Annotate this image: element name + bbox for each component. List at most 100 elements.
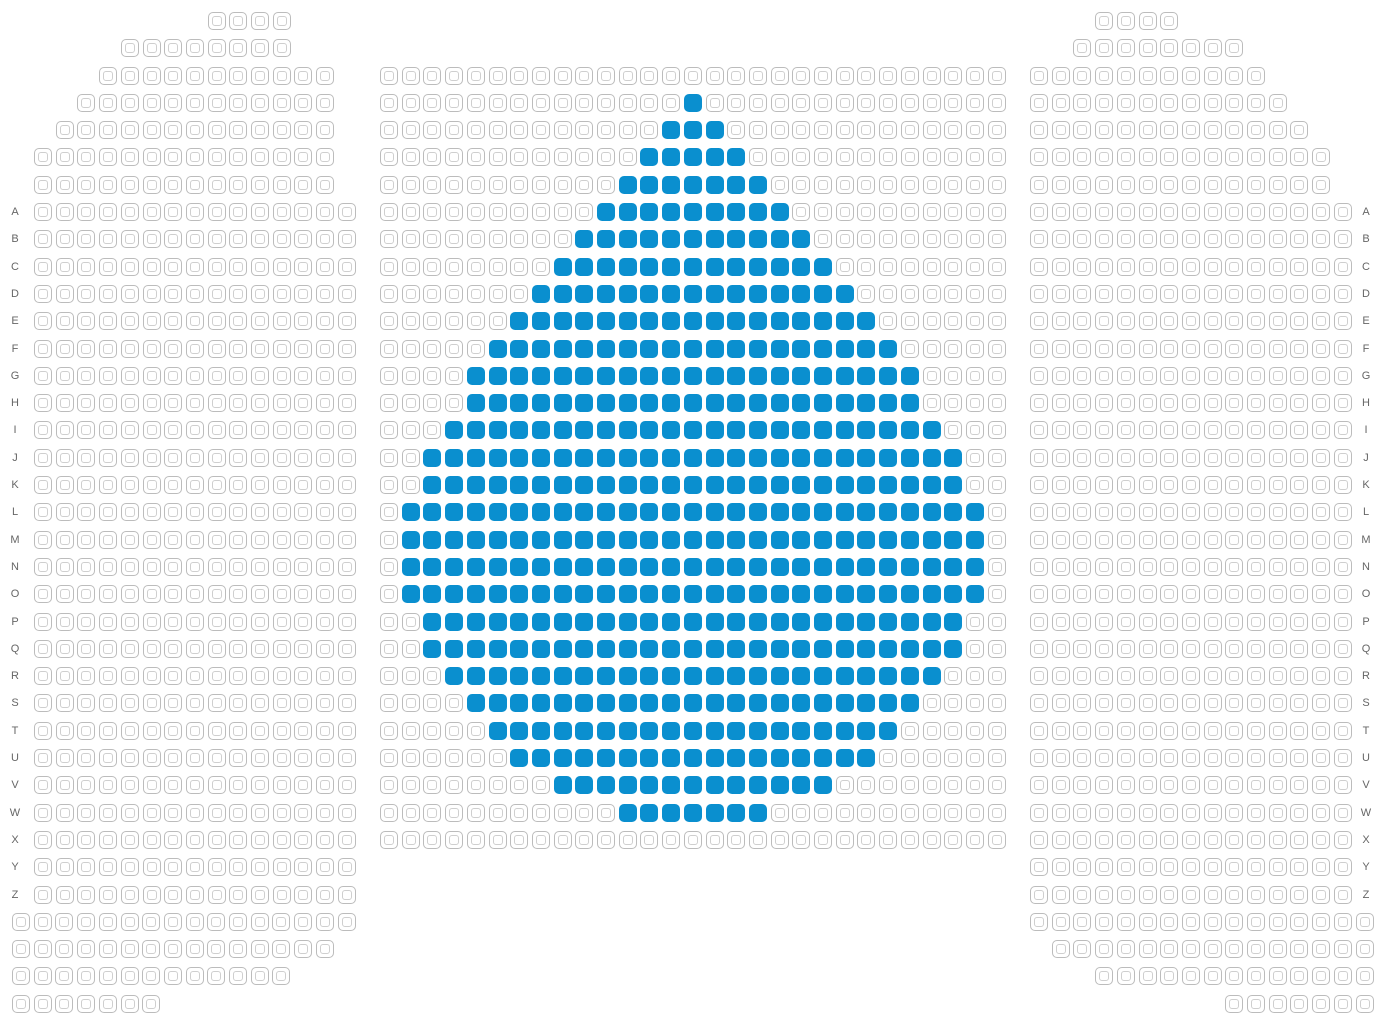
seat[interactable] (1247, 66, 1265, 85)
seat-selected[interactable] (857, 749, 876, 767)
seat[interactable] (120, 803, 139, 822)
seat[interactable] (1268, 721, 1287, 740)
seat[interactable] (1095, 749, 1114, 767)
seat[interactable] (55, 912, 74, 931)
seat[interactable] (251, 803, 269, 822)
seat[interactable] (380, 203, 398, 221)
seat[interactable] (1095, 694, 1114, 713)
seat[interactable] (1290, 694, 1309, 713)
seat[interactable] (466, 339, 485, 358)
seat[interactable] (77, 721, 96, 740)
seat[interactable] (1095, 912, 1114, 931)
seat[interactable] (99, 448, 118, 467)
seat[interactable] (835, 66, 854, 85)
seat[interactable] (207, 940, 226, 959)
seat[interactable] (229, 312, 248, 331)
seat[interactable] (1225, 175, 1244, 194)
seat[interactable] (727, 830, 746, 849)
seat[interactable] (1247, 803, 1265, 822)
seat-selected[interactable] (553, 639, 572, 658)
seat[interactable] (1333, 421, 1352, 440)
seat[interactable] (531, 175, 550, 194)
seat[interactable] (1203, 230, 1222, 249)
seat[interactable] (423, 776, 442, 795)
seat-selected[interactable] (792, 776, 811, 795)
seat-selected[interactable] (683, 148, 702, 167)
seat[interactable] (879, 284, 898, 303)
seat[interactable] (1095, 312, 1114, 331)
seat-selected[interactable] (423, 612, 442, 631)
seat[interactable] (1181, 476, 1200, 494)
seat-selected[interactable] (531, 612, 550, 631)
seat-selected[interactable] (857, 721, 876, 740)
seat[interactable] (445, 148, 464, 167)
seat[interactable] (857, 148, 876, 167)
seat[interactable] (77, 667, 96, 686)
seat[interactable] (1268, 257, 1287, 276)
seat-selected[interactable] (965, 530, 984, 549)
seat-selected[interactable] (553, 312, 572, 331)
seat-selected[interactable] (597, 394, 615, 413)
seat[interactable] (1051, 503, 1070, 522)
seat[interactable] (727, 121, 746, 140)
seat[interactable] (1095, 11, 1114, 30)
seat[interactable] (33, 994, 52, 1013)
seat[interactable] (618, 121, 637, 140)
seat[interactable] (1247, 530, 1265, 549)
seat[interactable] (294, 776, 313, 795)
seat[interactable] (12, 994, 30, 1013)
seat[interactable] (337, 476, 356, 494)
seat-selected[interactable] (618, 339, 637, 358)
seat[interactable] (1290, 148, 1309, 167)
seat[interactable] (77, 257, 96, 276)
seat[interactable] (401, 803, 420, 822)
seat-selected[interactable] (401, 585, 420, 604)
seat[interactable] (1138, 858, 1157, 877)
seat[interactable] (1138, 694, 1157, 713)
seat[interactable] (618, 66, 637, 85)
seat[interactable] (120, 339, 139, 358)
seat[interactable] (900, 66, 919, 85)
seat[interactable] (294, 284, 313, 303)
seat-selected[interactable] (748, 721, 767, 740)
seat[interactable] (380, 448, 398, 467)
seat[interactable] (55, 394, 74, 413)
seat-selected[interactable] (553, 476, 572, 494)
seat-selected[interactable] (662, 749, 681, 767)
seat[interactable] (1138, 612, 1157, 631)
seat-selected[interactable] (770, 339, 789, 358)
seat[interactable] (1333, 530, 1352, 549)
seat[interactable] (229, 121, 248, 140)
seat[interactable] (1181, 366, 1200, 385)
seat-selected[interactable] (575, 257, 594, 276)
seat[interactable] (1333, 257, 1352, 276)
seat-selected[interactable] (835, 421, 854, 440)
seat[interactable] (1051, 830, 1070, 849)
seat[interactable] (337, 312, 356, 331)
seat[interactable] (380, 93, 398, 112)
seat[interactable] (1073, 557, 1092, 576)
seat[interactable] (1051, 421, 1070, 440)
seat[interactable] (922, 148, 941, 167)
seat[interactable] (77, 421, 96, 440)
seat[interactable] (857, 66, 876, 85)
seat-selected[interactable] (575, 394, 594, 413)
seat[interactable] (207, 612, 226, 631)
seat[interactable] (294, 257, 313, 276)
seat-selected[interactable] (683, 667, 702, 686)
seat[interactable] (965, 148, 984, 167)
seat[interactable] (510, 803, 529, 822)
seat[interactable] (1268, 667, 1287, 686)
seat-selected[interactable] (553, 667, 572, 686)
seat-selected[interactable] (575, 230, 594, 249)
seat[interactable] (380, 148, 398, 167)
seat[interactable] (944, 203, 963, 221)
seat[interactable] (1225, 776, 1244, 795)
seat[interactable] (164, 66, 183, 85)
seat[interactable] (185, 803, 204, 822)
seat-selected[interactable] (705, 694, 724, 713)
seat[interactable] (207, 776, 226, 795)
seat-selected[interactable] (575, 530, 594, 549)
seat[interactable] (1268, 585, 1287, 604)
seat[interactable] (34, 284, 52, 303)
